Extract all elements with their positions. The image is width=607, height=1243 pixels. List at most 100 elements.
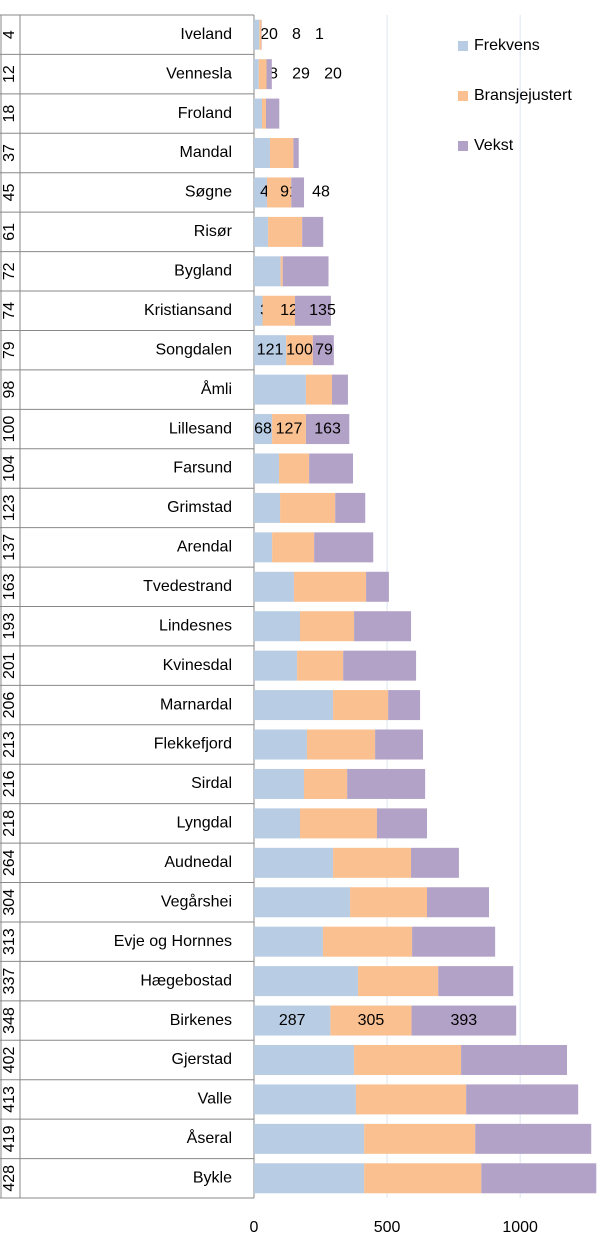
category-label: Søgne bbox=[185, 184, 232, 201]
rank-label: 137 bbox=[1, 534, 18, 561]
category-label: Kvinesdal bbox=[163, 657, 232, 674]
category-label: Iveland bbox=[180, 26, 232, 43]
category-label: Mandal bbox=[180, 144, 232, 161]
legend-swatch bbox=[458, 41, 468, 51]
bar-segment bbox=[300, 808, 377, 838]
bar-segment bbox=[254, 375, 306, 405]
rank-label: 79 bbox=[1, 341, 18, 359]
bar-segment bbox=[307, 730, 375, 760]
bar-segment bbox=[254, 848, 333, 878]
bar-segment bbox=[254, 769, 304, 799]
bar-segment bbox=[297, 651, 343, 681]
bar-segment bbox=[268, 217, 302, 247]
bar-segment bbox=[388, 690, 420, 720]
bar-segment bbox=[259, 59, 267, 89]
bar-segment bbox=[356, 1084, 466, 1114]
bar-segment bbox=[304, 769, 347, 799]
data-label: 8 bbox=[292, 26, 301, 43]
rank-label: 45 bbox=[1, 183, 18, 201]
rank-label: 123 bbox=[1, 494, 18, 521]
bar-segment bbox=[347, 769, 425, 799]
legend-swatch bbox=[458, 91, 468, 101]
bar-segment bbox=[270, 138, 293, 168]
bar-segment bbox=[293, 138, 298, 168]
category-label: Åmli bbox=[201, 379, 232, 398]
data-label: 29 bbox=[292, 65, 310, 82]
category-label: Valle bbox=[198, 1091, 232, 1108]
bar-segment bbox=[279, 453, 309, 483]
bar-segment bbox=[254, 651, 297, 681]
bar-segment bbox=[427, 887, 489, 917]
data-label: 393 bbox=[451, 1012, 478, 1029]
bar-segment bbox=[364, 1124, 475, 1154]
rank-label: 18 bbox=[1, 105, 18, 123]
category-label: Vennesla bbox=[166, 65, 232, 82]
bar-segment bbox=[262, 99, 266, 129]
bar-segment bbox=[254, 99, 262, 129]
category-label: Flekkefjord bbox=[154, 736, 232, 753]
bar-segment bbox=[254, 59, 259, 89]
bar-segment bbox=[335, 493, 365, 523]
bar-segment bbox=[254, 572, 294, 602]
bar-segment bbox=[254, 453, 279, 483]
bar-segment bbox=[291, 177, 304, 207]
bar-segment bbox=[358, 966, 438, 996]
category-label: Sirdal bbox=[191, 775, 232, 792]
rank-label: 413 bbox=[1, 1086, 18, 1113]
category-label: Risør bbox=[194, 223, 233, 240]
data-label: 305 bbox=[358, 1012, 385, 1029]
bar-segment bbox=[254, 138, 270, 168]
data-label: 287 bbox=[279, 1012, 306, 1029]
bar-segment bbox=[309, 453, 353, 483]
bar-segment bbox=[411, 848, 459, 878]
rank-label: 100 bbox=[1, 416, 18, 443]
bar-segment bbox=[314, 532, 373, 562]
data-label: 20 bbox=[260, 26, 278, 43]
rank-label: 337 bbox=[1, 968, 18, 995]
category-label: Evje og Hornnes bbox=[114, 933, 232, 950]
rank-label: 104 bbox=[1, 455, 18, 482]
bar-segment bbox=[333, 848, 411, 878]
category-label: Grimstad bbox=[167, 499, 232, 516]
rank-label: 402 bbox=[1, 1047, 18, 1074]
rank-label: 37 bbox=[1, 144, 18, 162]
rank-label: 216 bbox=[1, 771, 18, 798]
bar-segment bbox=[254, 1124, 364, 1154]
data-label: 1 bbox=[315, 26, 324, 43]
rank-label: 304 bbox=[1, 889, 18, 916]
data-label: 135 bbox=[309, 302, 336, 319]
bar-segment bbox=[354, 611, 411, 641]
bar-segment bbox=[266, 99, 279, 129]
bar-segment bbox=[283, 256, 329, 286]
bar-segment bbox=[281, 256, 283, 286]
bar-segment bbox=[294, 572, 366, 602]
data-label: 79 bbox=[315, 341, 333, 358]
bar-segment bbox=[254, 927, 323, 957]
bar-segment bbox=[259, 20, 261, 50]
bar-segment bbox=[254, 690, 333, 720]
rank-label: 163 bbox=[1, 573, 18, 600]
rank-label: 348 bbox=[1, 1007, 18, 1034]
bar-segment bbox=[475, 1124, 591, 1154]
bar-segment bbox=[254, 217, 268, 247]
bar-segment bbox=[481, 1163, 596, 1193]
bar-segment bbox=[306, 375, 332, 405]
category-label: Songdalen bbox=[155, 341, 232, 358]
rank-label: 4 bbox=[1, 30, 18, 39]
bar-segment bbox=[343, 651, 416, 681]
category-label: Gjerstad bbox=[172, 1051, 232, 1068]
category-label: Åseral bbox=[187, 1128, 232, 1147]
rank-label: 313 bbox=[1, 928, 18, 955]
rank-label: 218 bbox=[1, 810, 18, 837]
x-tick-label: 500 bbox=[374, 1219, 401, 1236]
bar-segment bbox=[466, 1084, 578, 1114]
category-label: Lindesnes bbox=[159, 617, 232, 634]
category-label: Bykle bbox=[193, 1170, 232, 1187]
data-label: 68 bbox=[254, 420, 272, 437]
bar-segment bbox=[254, 20, 259, 50]
category-label: Lyngdal bbox=[177, 815, 232, 832]
data-label: 100 bbox=[286, 341, 313, 358]
bar-segment bbox=[364, 1163, 481, 1193]
rank-label: 12 bbox=[1, 65, 18, 83]
